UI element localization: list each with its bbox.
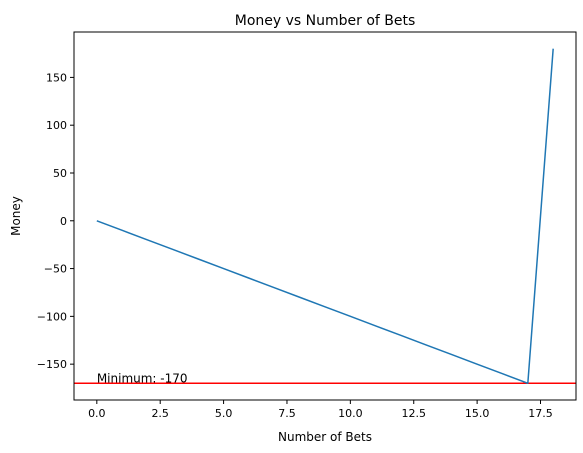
x-tick-label: 0.0 — [88, 407, 106, 420]
data-point — [223, 268, 225, 270]
y-tick-label: 100 — [46, 119, 67, 132]
y-tick-label: 0 — [60, 215, 67, 228]
data-point — [400, 335, 402, 337]
data-point — [172, 249, 174, 251]
data-point — [552, 48, 554, 50]
plot-border — [73, 31, 577, 401]
y-tick-label: 150 — [46, 71, 67, 84]
y-tick-label: −100 — [37, 310, 67, 323]
data-point — [147, 239, 149, 241]
chart-title: Money vs Number of Bets — [235, 13, 416, 29]
data-point — [273, 287, 275, 289]
y-axis-label: Money — [9, 196, 23, 236]
data-point — [96, 220, 98, 222]
data-point — [476, 363, 478, 365]
data-point — [197, 258, 199, 260]
data-point — [426, 344, 428, 346]
x-tick-label: 5.0 — [215, 407, 233, 420]
x-tick-label: 15.0 — [465, 407, 490, 420]
data-point — [324, 306, 326, 308]
series-line — [96, 48, 554, 385]
series-layer — [96, 48, 554, 385]
x-tick-label: 7.5 — [278, 407, 296, 420]
data-point — [527, 382, 529, 384]
x-axis: 0.0 2.5 5.0 7.5 10.0 12.5 15.0 17.5 — [88, 400, 553, 420]
x-tick-label: 12.5 — [401, 407, 426, 420]
data-point — [451, 354, 453, 356]
data-point — [375, 325, 377, 327]
y-tick-label: 50 — [53, 167, 67, 180]
data-point — [299, 296, 301, 298]
data-point — [502, 373, 504, 375]
x-tick-label: 17.5 — [528, 407, 553, 420]
x-axis-label: Number of Bets — [278, 430, 372, 444]
plot-area: Minimum: -170 — [73, 31, 577, 401]
plot-frame — [74, 32, 576, 400]
data-point — [121, 230, 123, 232]
x-tick-label: 2.5 — [151, 407, 169, 420]
data-point — [350, 316, 352, 318]
y-tick-label: −150 — [37, 358, 67, 371]
y-axis: −150 −100 −50 0 50 100 150 — [37, 71, 74, 371]
annotation-layer: Minimum: -170 — [97, 371, 188, 385]
minimum-annotation: Minimum: -170 — [97, 371, 188, 385]
y-tick-label: −50 — [44, 263, 67, 276]
data-point — [248, 277, 250, 279]
x-tick-label: 10.0 — [338, 407, 363, 420]
